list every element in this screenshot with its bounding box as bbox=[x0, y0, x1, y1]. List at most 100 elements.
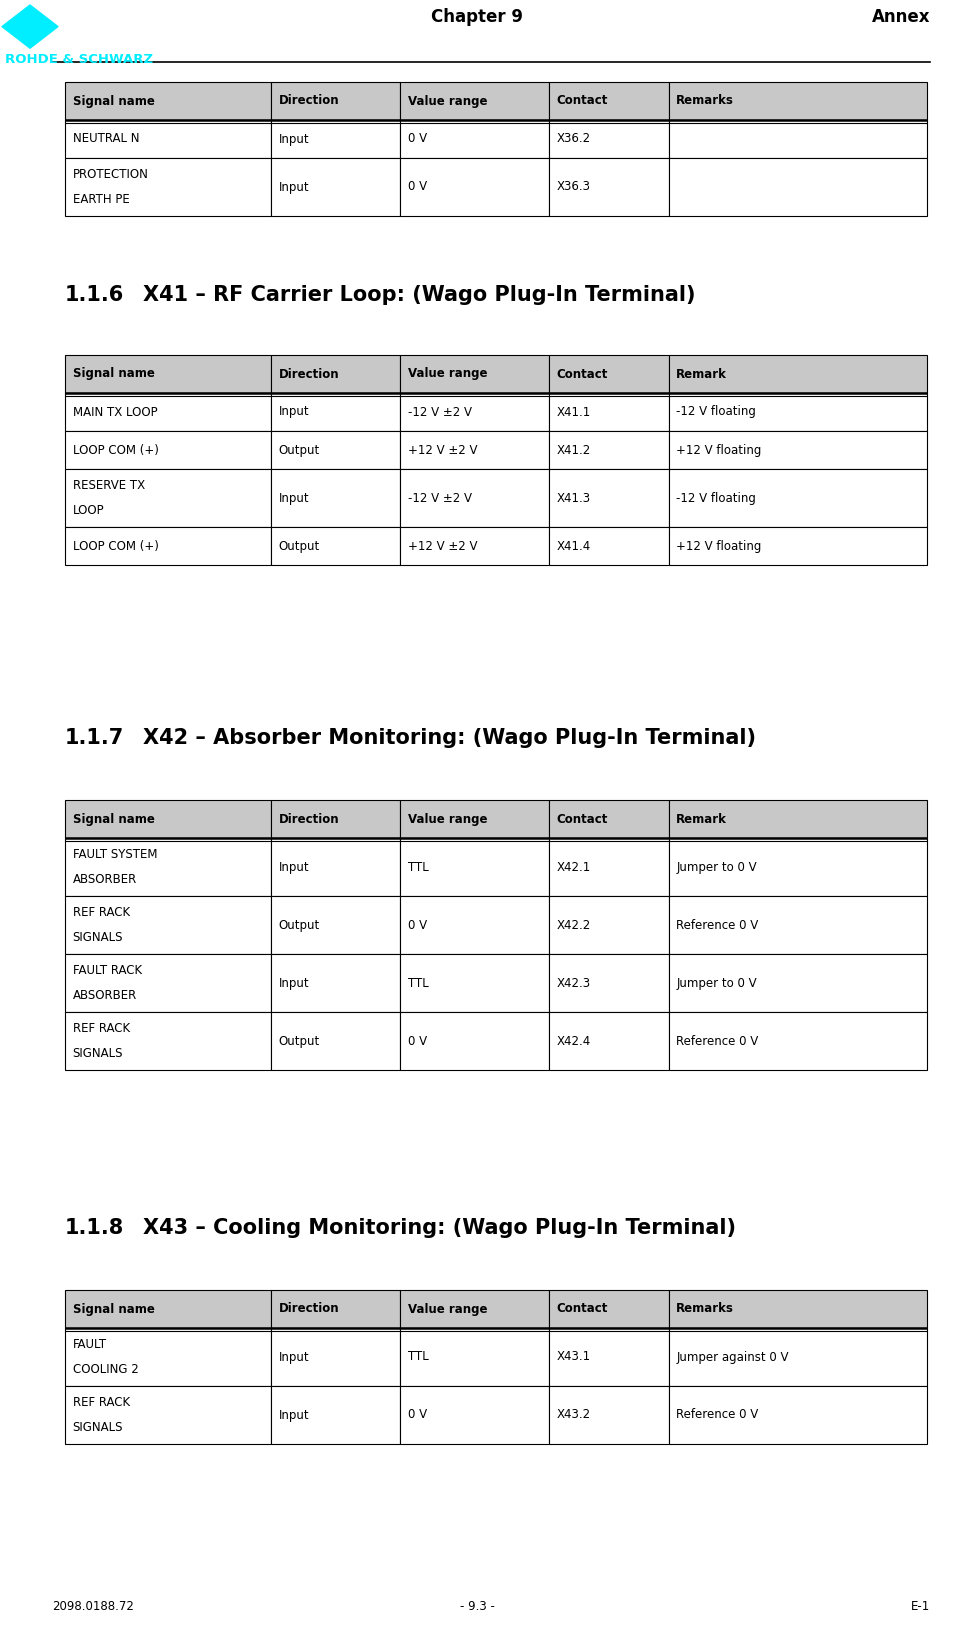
Bar bbox=[548, 121, 668, 158]
Text: ABSORBER: ABSORBER bbox=[72, 989, 136, 1002]
Text: Direction: Direction bbox=[278, 813, 339, 826]
Text: Reference 0 V: Reference 0 V bbox=[676, 1034, 758, 1047]
Bar bbox=[668, 355, 926, 393]
Bar bbox=[271, 81, 400, 121]
Bar bbox=[65, 896, 271, 955]
Text: X43.2: X43.2 bbox=[556, 1409, 590, 1422]
Text: X42.1: X42.1 bbox=[556, 860, 590, 873]
Bar bbox=[65, 81, 271, 121]
Text: Contact: Contact bbox=[556, 368, 607, 381]
Text: ROHDE & SCHWARZ: ROHDE & SCHWARZ bbox=[5, 54, 153, 67]
Text: Annex: Annex bbox=[871, 8, 929, 26]
Bar bbox=[400, 1290, 548, 1328]
Bar bbox=[65, 528, 271, 565]
Bar bbox=[271, 1012, 400, 1070]
Bar bbox=[400, 955, 548, 1012]
Text: Output: Output bbox=[278, 919, 319, 932]
Text: X42.2: X42.2 bbox=[556, 919, 590, 932]
Text: Input: Input bbox=[278, 860, 309, 873]
Text: X42.4: X42.4 bbox=[556, 1034, 590, 1047]
Text: -12 V ±2 V: -12 V ±2 V bbox=[408, 406, 472, 419]
Text: Input: Input bbox=[278, 492, 309, 505]
Text: Jumper against 0 V: Jumper against 0 V bbox=[676, 1350, 788, 1363]
Text: Value range: Value range bbox=[408, 94, 487, 108]
Bar bbox=[668, 469, 926, 528]
Bar bbox=[65, 955, 271, 1012]
Bar bbox=[271, 1328, 400, 1386]
Text: EARTH PE: EARTH PE bbox=[72, 194, 129, 207]
Text: Remarks: Remarks bbox=[676, 94, 733, 108]
Bar bbox=[65, 469, 271, 528]
Bar bbox=[548, 528, 668, 565]
Text: SIGNALS: SIGNALS bbox=[72, 1420, 123, 1434]
Text: Value range: Value range bbox=[408, 1303, 487, 1316]
Text: E-1: E-1 bbox=[910, 1600, 929, 1613]
Text: Remark: Remark bbox=[676, 368, 726, 381]
Text: 0 V: 0 V bbox=[408, 181, 427, 194]
Text: Output: Output bbox=[278, 539, 319, 552]
Bar bbox=[548, 393, 668, 432]
Text: PROTECTION: PROTECTION bbox=[72, 168, 149, 181]
Bar bbox=[668, 528, 926, 565]
Text: X41 – RF Carrier Loop: (Wago Plug-In Terminal): X41 – RF Carrier Loop: (Wago Plug-In Ter… bbox=[143, 285, 695, 305]
Text: Contact: Contact bbox=[556, 94, 607, 108]
Text: X42.3: X42.3 bbox=[556, 976, 590, 989]
Text: X41.1: X41.1 bbox=[556, 406, 590, 419]
Text: Jumper to 0 V: Jumper to 0 V bbox=[676, 976, 756, 989]
Bar bbox=[271, 1290, 400, 1328]
Bar bbox=[271, 121, 400, 158]
Bar bbox=[271, 896, 400, 955]
Bar bbox=[400, 81, 548, 121]
Bar bbox=[400, 528, 548, 565]
Text: -12 V ±2 V: -12 V ±2 V bbox=[408, 492, 472, 505]
Text: X36.3: X36.3 bbox=[556, 181, 590, 194]
Bar bbox=[668, 393, 926, 432]
Text: SIGNALS: SIGNALS bbox=[72, 1047, 123, 1060]
Text: 1.1.7: 1.1.7 bbox=[65, 728, 124, 748]
Bar bbox=[65, 355, 271, 393]
Bar bbox=[668, 837, 926, 896]
Text: COOLING 2: COOLING 2 bbox=[72, 1363, 138, 1377]
Bar bbox=[400, 800, 548, 837]
Text: TTL: TTL bbox=[408, 860, 428, 873]
Text: SIGNALS: SIGNALS bbox=[72, 932, 123, 945]
Text: NEUTRAL N: NEUTRAL N bbox=[72, 132, 139, 145]
Bar bbox=[271, 528, 400, 565]
Text: LOOP: LOOP bbox=[72, 505, 104, 518]
Polygon shape bbox=[2, 5, 58, 49]
Bar bbox=[668, 1328, 926, 1386]
Bar bbox=[668, 121, 926, 158]
Bar bbox=[400, 1328, 548, 1386]
Text: 0 V: 0 V bbox=[408, 1409, 427, 1422]
Text: X43 – Cooling Monitoring: (Wago Plug-In Terminal): X43 – Cooling Monitoring: (Wago Plug-In … bbox=[143, 1218, 736, 1238]
Text: 1.1.6: 1.1.6 bbox=[65, 285, 124, 305]
Text: REF RACK: REF RACK bbox=[72, 1021, 130, 1034]
Text: Remark: Remark bbox=[676, 813, 726, 826]
Bar bbox=[548, 355, 668, 393]
Bar bbox=[65, 121, 271, 158]
Text: LOOP COM (+): LOOP COM (+) bbox=[72, 443, 158, 456]
Bar bbox=[400, 393, 548, 432]
Text: 1.1.8: 1.1.8 bbox=[65, 1218, 124, 1238]
Text: 0 V: 0 V bbox=[408, 1034, 427, 1047]
Bar bbox=[548, 469, 668, 528]
Bar bbox=[548, 158, 668, 217]
Text: X41.3: X41.3 bbox=[556, 492, 590, 505]
Text: Direction: Direction bbox=[278, 1303, 339, 1316]
Text: Input: Input bbox=[278, 132, 309, 145]
Bar bbox=[65, 1386, 271, 1443]
Text: Value range: Value range bbox=[408, 813, 487, 826]
Text: Remarks: Remarks bbox=[676, 1303, 733, 1316]
Bar bbox=[400, 1386, 548, 1443]
Text: FAULT SYSTEM: FAULT SYSTEM bbox=[72, 847, 157, 860]
Text: Direction: Direction bbox=[278, 368, 339, 381]
Bar bbox=[668, 896, 926, 955]
Text: Signal name: Signal name bbox=[72, 94, 154, 108]
Bar bbox=[548, 432, 668, 469]
Text: Contact: Contact bbox=[556, 813, 607, 826]
Bar bbox=[668, 955, 926, 1012]
Bar bbox=[271, 355, 400, 393]
Text: X42 – Absorber Monitoring: (Wago Plug-In Terminal): X42 – Absorber Monitoring: (Wago Plug-In… bbox=[143, 728, 756, 748]
Bar bbox=[65, 1328, 271, 1386]
Bar bbox=[668, 81, 926, 121]
